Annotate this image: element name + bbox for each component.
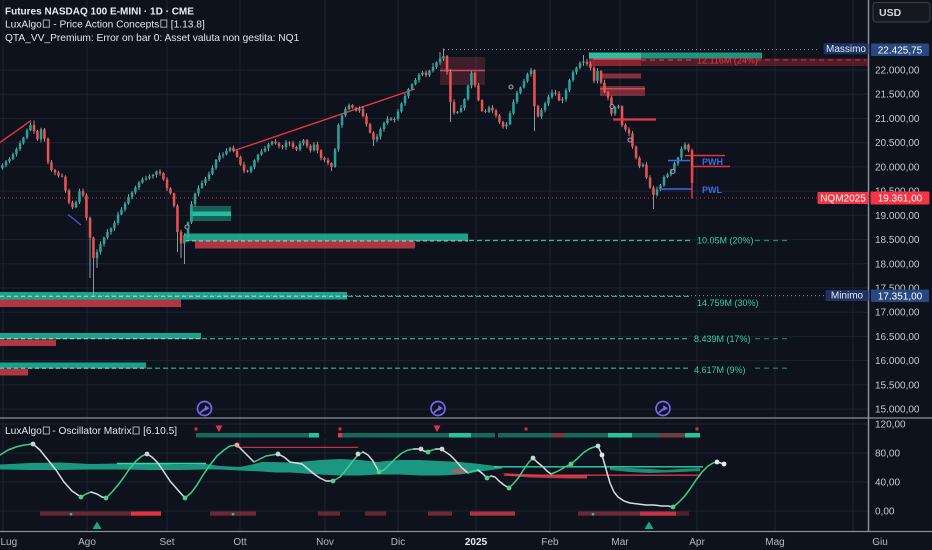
svg-text:17.000,00: 17.000,00 — [875, 308, 920, 319]
svg-text:14.759M (30%): 14.759M (30%) — [697, 298, 759, 308]
svg-text:4.617M (9%): 4.617M (9%) — [694, 365, 746, 375]
svg-text:18.500,00: 18.500,00 — [875, 235, 920, 246]
svg-text:- Price Action Concepts: - Price Action Concepts — [53, 20, 159, 31]
svg-text:PWH: PWH — [702, 157, 723, 167]
svg-text:Futures NASDAQ 100 E-MINI · 1D: Futures NASDAQ 100 E-MINI · 1D · CME — [5, 7, 194, 18]
svg-text:NQM2025: NQM2025 — [820, 193, 866, 204]
svg-text:22.425,75: 22.425,75 — [878, 46, 923, 57]
svg-text:16.000,00: 16.000,00 — [875, 356, 920, 367]
svg-text:8.439M (17%): 8.439M (17%) — [694, 334, 751, 344]
svg-text:22.000,00: 22.000,00 — [875, 66, 920, 77]
svg-text:Massimo: Massimo — [826, 44, 866, 55]
svg-text:19.361,00: 19.361,00 — [878, 194, 923, 205]
svg-text:Set: Set — [159, 537, 174, 548]
svg-text:18.000,00: 18.000,00 — [875, 259, 920, 270]
svg-text:2025: 2025 — [465, 537, 488, 548]
svg-text:[1.13.8]: [1.13.8] — [171, 20, 205, 31]
svg-text:Giu: Giu — [872, 537, 888, 548]
svg-text:0,00: 0,00 — [875, 507, 895, 518]
svg-text:20.000,00: 20.000,00 — [875, 162, 920, 173]
svg-text:21.500,00: 21.500,00 — [875, 90, 920, 101]
svg-text:120,00: 120,00 — [875, 420, 906, 431]
svg-text:17.500,00: 17.500,00 — [875, 284, 920, 295]
svg-text:16.500,00: 16.500,00 — [875, 332, 920, 343]
svg-text:LuxAlgo: LuxAlgo — [5, 20, 42, 31]
svg-text:21.000,00: 21.000,00 — [875, 114, 920, 125]
svg-text:Lug: Lug — [1, 537, 18, 548]
svg-text:LuxAlgo: LuxAlgo — [5, 426, 42, 437]
svg-text:Feb: Feb — [541, 537, 559, 548]
svg-text:Minimo: Minimo — [831, 291, 864, 302]
svg-text:Ago: Ago — [78, 537, 96, 548]
svg-text:Ott: Ott — [233, 537, 247, 548]
svg-text:19.000,00: 19.000,00 — [875, 211, 920, 222]
svg-text:80,00: 80,00 — [875, 449, 900, 460]
svg-text:17.351,00: 17.351,00 — [878, 292, 923, 303]
svg-text:Apr: Apr — [689, 537, 705, 548]
svg-text:USD: USD — [879, 7, 902, 19]
svg-text:12.116M (24%): 12.116M (24%) — [697, 56, 758, 66]
svg-text:10.05M (20%): 10.05M (20%) — [697, 236, 754, 246]
svg-text:15.000,00: 15.000,00 — [875, 405, 920, 416]
svg-text:40,00: 40,00 — [875, 478, 900, 489]
svg-text:QTA_VV_Premium: Error on bar 0: QTA_VV_Premium: Error on bar 0: Asset va… — [5, 33, 300, 44]
svg-text:Nov: Nov — [316, 537, 334, 548]
svg-text:20.500,00: 20.500,00 — [875, 138, 920, 149]
svg-text:- Oscillator Matrix: - Oscillator Matrix — [52, 426, 131, 437]
svg-text:Mag: Mag — [765, 537, 784, 548]
svg-text:PWL: PWL — [702, 185, 722, 195]
svg-text:Dic: Dic — [391, 537, 405, 548]
svg-text:15.500,00: 15.500,00 — [875, 380, 920, 391]
svg-text:Mar: Mar — [611, 537, 629, 548]
svg-text:[6.10.5]: [6.10.5] — [143, 426, 177, 437]
